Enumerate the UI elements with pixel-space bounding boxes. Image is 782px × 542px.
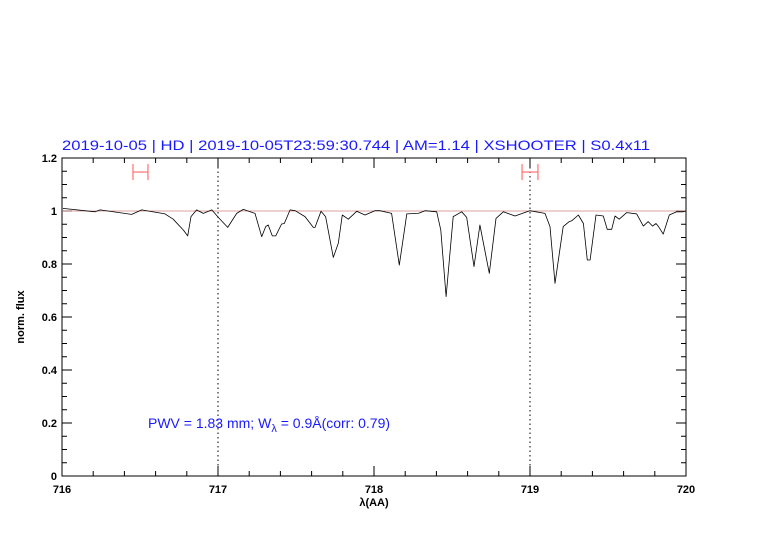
y-tick-label: 0.8 — [42, 259, 57, 271]
x-tick-label: 717 — [209, 484, 227, 496]
y-tick-label: 1 — [51, 206, 57, 218]
plot-marks — [62, 158, 687, 476]
y-tick-label: 0.6 — [42, 312, 57, 324]
error-bar — [132, 164, 149, 181]
x-tick-label: 718 — [365, 484, 383, 496]
chart-title: 2019-10-05 | HD | 2019-10-05T23:59:30.74… — [62, 137, 650, 153]
pwv-annotation: PWV = 1.83 mm; Wλ = 0.9Å(corr: 0.79) — [148, 415, 390, 435]
x-tick-label: 716 — [53, 484, 71, 496]
y-axis-label: norm. flux — [15, 290, 27, 344]
x-tick-label: 720 — [677, 484, 695, 496]
annotation-subscript: λ — [271, 423, 277, 435]
x-axis-label: λ(AA) — [359, 497, 389, 509]
axes: 716 717 718 719 720 0 0.2 0.4 0.6 0.8 1 1.2 — [42, 153, 695, 496]
y-tick-label: 1.2 — [42, 153, 57, 165]
error-bar — [521, 164, 539, 181]
x-tick-label: 719 — [521, 484, 539, 496]
y-tick-label: 0.2 — [42, 418, 57, 430]
spectrum-line — [62, 208, 687, 298]
y-tick-label: 0.4 — [42, 365, 58, 377]
annotation-suffix: = 0.9Å(corr: 0.79) — [277, 415, 390, 431]
y-tick-label: 0 — [51, 471, 57, 483]
annotation-prefix: PWV = 1.83 mm; W — [148, 415, 272, 431]
